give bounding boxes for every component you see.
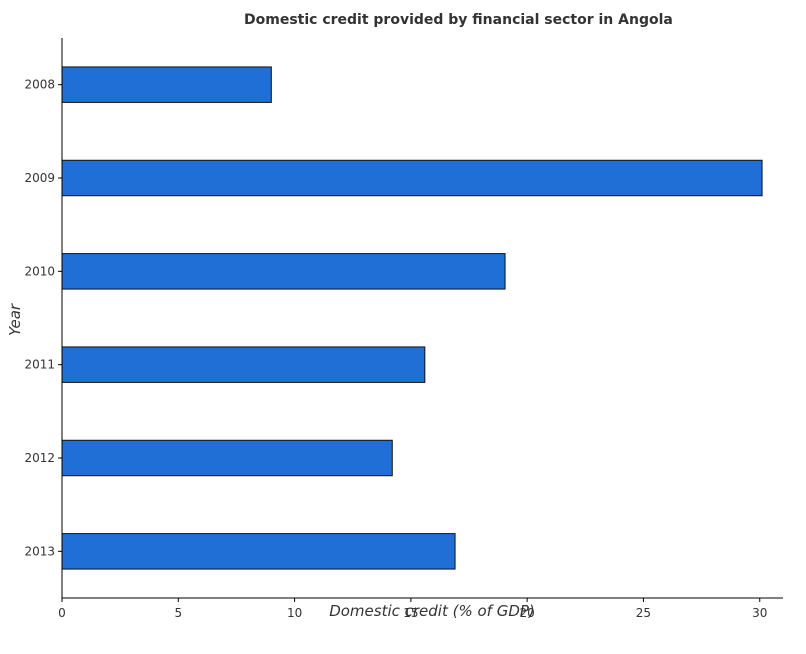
plot-area (61, 66, 763, 570)
bar-2010 (61, 253, 506, 290)
y-axis-label: Year (6, 303, 24, 336)
x-tick-label-10: 10 (287, 606, 302, 620)
x-axis: 0 5 10 15 20 25 30 (58, 597, 783, 620)
bar-2012 (61, 439, 393, 477)
x-tick-label-0: 0 (58, 606, 66, 620)
y-tick-label-2009: 2009 (24, 171, 55, 185)
y-axis: 2008 2009 2010 2011 2012 2013 (24, 38, 63, 598)
bar-2013 (61, 533, 456, 570)
x-tick-label-25: 25 (636, 606, 651, 620)
bar-2009 (61, 159, 763, 197)
y-tick-label-2013: 2013 (24, 544, 55, 558)
chart-title: Domestic credit provided by financial se… (244, 12, 673, 28)
x-tick-label-5: 5 (174, 606, 182, 620)
bar-2011 (61, 346, 426, 383)
x-axis-label: Domestic credit (% of GDP) (329, 602, 535, 620)
bar-2008 (61, 66, 272, 103)
y-tick-label-2008: 2008 (24, 78, 55, 92)
y-tick-label-2012: 2012 (24, 451, 55, 465)
x-tick-label-20: 20 (520, 606, 535, 620)
y-tick-label-2010: 2010 (24, 264, 55, 278)
x-tick-label-30: 30 (752, 606, 767, 620)
x-tick-label-15: 15 (403, 606, 418, 620)
y-tick-label-2011: 2011 (24, 358, 55, 372)
